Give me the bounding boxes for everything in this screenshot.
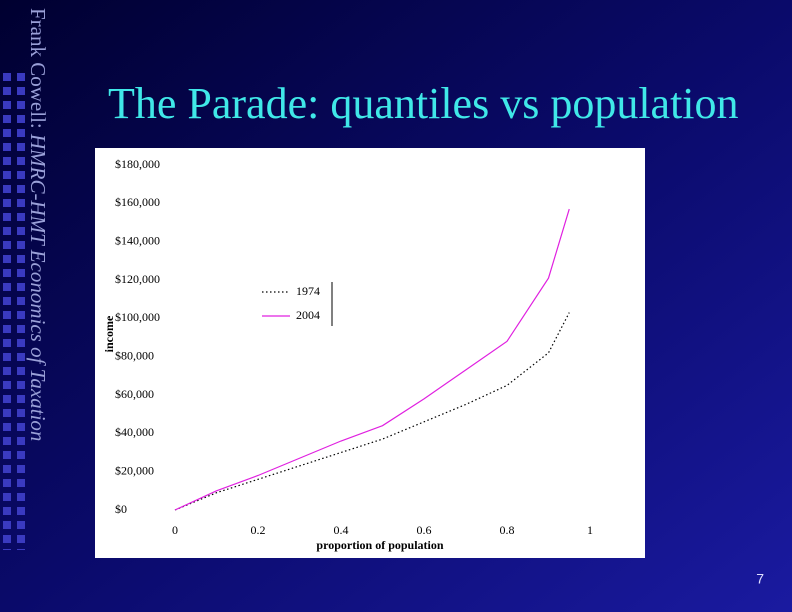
x-tick-label: 0.4 bbox=[334, 523, 349, 537]
y-tick-label: $100,000 bbox=[115, 310, 160, 324]
x-tick-label: 1 bbox=[587, 523, 593, 537]
sidebar-pattern bbox=[0, 70, 28, 550]
x-tick-label: 0.2 bbox=[251, 523, 266, 537]
chart-area bbox=[95, 148, 645, 558]
y-tick-label: $160,000 bbox=[115, 195, 160, 209]
x-axis-label: proportion of population bbox=[316, 538, 443, 552]
y-axis-label: income bbox=[102, 315, 116, 352]
page-number: 7 bbox=[756, 571, 764, 587]
sidebar-author: Frank Cowell: bbox=[26, 8, 50, 134]
y-tick-label: $0 bbox=[115, 502, 127, 516]
y-tick-label: $140,000 bbox=[115, 233, 160, 247]
line-series bbox=[174, 312, 570, 511]
legend-label: 2004 bbox=[296, 308, 320, 322]
x-tick-label: 0.8 bbox=[500, 523, 515, 537]
y-tick-label: $120,000 bbox=[115, 272, 160, 286]
sidebar-course: HMRC-HMT Economics of Taxation bbox=[26, 133, 50, 441]
x-tick-label: 0.6 bbox=[417, 523, 432, 537]
line-series bbox=[174, 208, 570, 511]
y-tick-label: $20,000 bbox=[115, 463, 154, 477]
y-tick-label: $80,000 bbox=[115, 348, 154, 362]
y-tick-label: $180,000 bbox=[115, 157, 160, 171]
slide-title: The Parade: quantiles vs population bbox=[108, 79, 739, 128]
y-tick-label: $40,000 bbox=[115, 425, 154, 439]
y-tick-label: $60,000 bbox=[115, 387, 154, 401]
sidebar-text: Frank Cowell: HMRC-HMT Economics of Taxa… bbox=[26, 8, 50, 441]
x-tick-label: 0 bbox=[172, 523, 178, 537]
legend-label: 1974 bbox=[296, 284, 320, 298]
